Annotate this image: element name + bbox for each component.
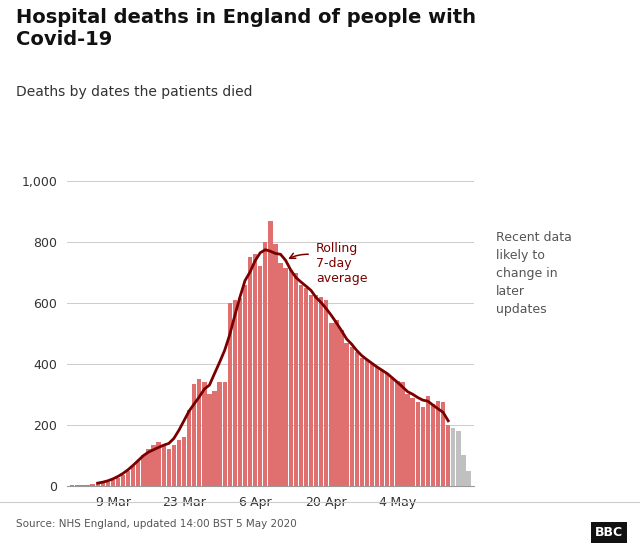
Bar xyxy=(309,295,313,486)
Bar xyxy=(161,446,166,486)
Bar xyxy=(90,484,95,486)
Bar xyxy=(268,221,273,486)
Bar xyxy=(197,379,202,486)
Bar xyxy=(131,466,136,486)
Bar xyxy=(147,449,150,486)
Bar xyxy=(218,382,221,486)
Bar xyxy=(70,485,74,486)
Bar xyxy=(304,288,308,486)
Bar xyxy=(299,285,303,486)
Bar xyxy=(446,425,451,486)
Bar xyxy=(111,480,115,486)
Text: Source: NHS England, updated 14:00 BST 5 May 2020: Source: NHS England, updated 14:00 BST 5… xyxy=(16,519,297,529)
Bar xyxy=(420,407,425,486)
Bar xyxy=(456,431,461,486)
Bar xyxy=(238,299,242,486)
Bar xyxy=(284,268,288,486)
Bar xyxy=(431,404,435,486)
Bar xyxy=(344,343,349,486)
Text: Recent data
likely to
change in
later
updates: Recent data likely to change in later up… xyxy=(496,231,572,316)
Bar xyxy=(314,295,318,486)
Bar xyxy=(380,370,384,486)
Bar xyxy=(426,396,430,486)
Bar xyxy=(289,270,293,486)
Bar xyxy=(248,257,252,486)
Bar xyxy=(375,367,380,486)
Bar xyxy=(365,360,369,486)
Bar xyxy=(415,402,420,486)
Bar xyxy=(207,394,212,486)
Bar xyxy=(152,445,156,486)
Bar xyxy=(177,440,181,486)
Bar xyxy=(182,437,186,486)
Text: Hospital deaths in England of people with
Covid-19: Hospital deaths in England of people wit… xyxy=(16,8,476,49)
Bar xyxy=(76,485,79,486)
Bar xyxy=(166,449,171,486)
Bar xyxy=(202,382,207,486)
Bar xyxy=(243,285,247,486)
Bar xyxy=(467,470,470,486)
Text: BBC: BBC xyxy=(595,526,623,539)
Bar xyxy=(355,352,359,486)
Bar xyxy=(410,397,415,486)
Bar xyxy=(223,382,227,486)
Bar xyxy=(396,381,399,486)
Bar xyxy=(319,297,323,486)
Bar xyxy=(334,320,339,486)
Bar xyxy=(401,382,404,486)
Bar xyxy=(85,485,90,486)
Bar xyxy=(126,470,131,486)
Bar xyxy=(106,481,110,486)
Bar xyxy=(405,394,410,486)
Bar xyxy=(100,483,105,486)
Bar xyxy=(80,485,84,486)
Bar xyxy=(141,456,145,486)
Bar xyxy=(212,391,217,486)
Bar xyxy=(192,384,196,486)
Bar xyxy=(273,244,278,486)
Bar xyxy=(360,358,364,486)
Bar xyxy=(329,323,333,486)
Bar xyxy=(95,484,100,486)
Bar xyxy=(385,373,389,486)
Bar xyxy=(136,462,140,486)
Bar xyxy=(258,266,262,486)
Bar xyxy=(441,402,445,486)
Bar xyxy=(436,401,440,486)
Bar xyxy=(121,475,125,486)
Bar xyxy=(461,456,465,486)
Bar xyxy=(263,242,268,486)
Text: Deaths by dates the patients died: Deaths by dates the patients died xyxy=(16,85,253,99)
Bar xyxy=(370,364,374,486)
Bar xyxy=(187,410,191,486)
Bar xyxy=(228,303,232,486)
Bar xyxy=(253,254,257,486)
Bar xyxy=(349,347,354,486)
Bar xyxy=(172,445,176,486)
Bar xyxy=(339,330,344,486)
Bar xyxy=(294,272,298,486)
Bar xyxy=(324,300,328,486)
Bar xyxy=(390,378,394,486)
Text: Rolling
7-day
average: Rolling 7-day average xyxy=(316,242,367,285)
Bar xyxy=(233,300,237,486)
Bar xyxy=(157,442,161,486)
Bar xyxy=(116,478,120,486)
Bar xyxy=(278,264,283,486)
Bar xyxy=(451,428,456,486)
